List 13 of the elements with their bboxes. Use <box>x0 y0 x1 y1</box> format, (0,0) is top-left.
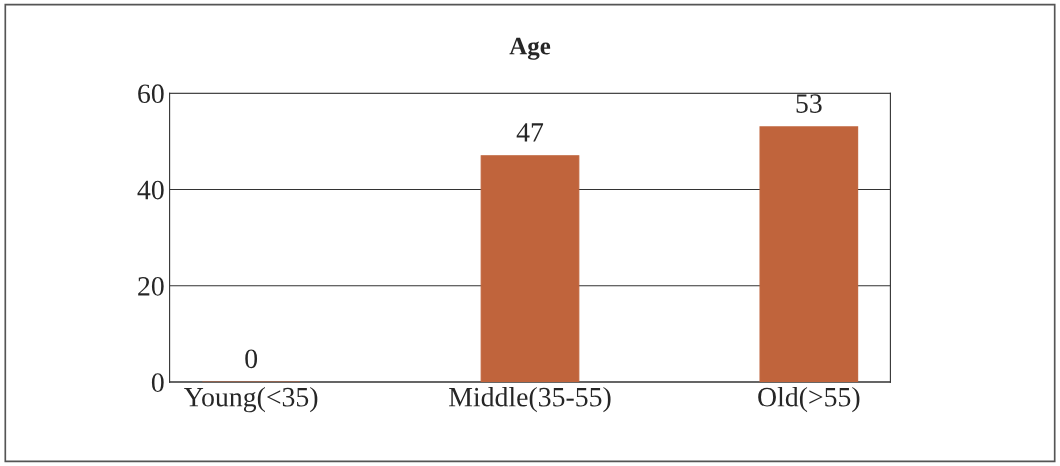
bar <box>480 155 580 383</box>
y-tick-label: 60 <box>138 84 164 104</box>
bar <box>759 126 859 383</box>
data-label: 47 <box>516 123 544 142</box>
data-label: 0 <box>245 349 258 369</box>
y-tick-label: 0 <box>151 373 164 393</box>
x-tick-label: Young(<35) <box>184 386 318 413</box>
y-tick-label: 20 <box>138 276 164 296</box>
chart-title: Age <box>509 37 551 60</box>
data-label: 53 <box>796 94 822 113</box>
x-tick-label: Middle(35-55) <box>449 386 611 413</box>
y-tick-label: 40 <box>137 180 164 200</box>
x-tick-label: Old(>55) <box>758 386 860 413</box>
